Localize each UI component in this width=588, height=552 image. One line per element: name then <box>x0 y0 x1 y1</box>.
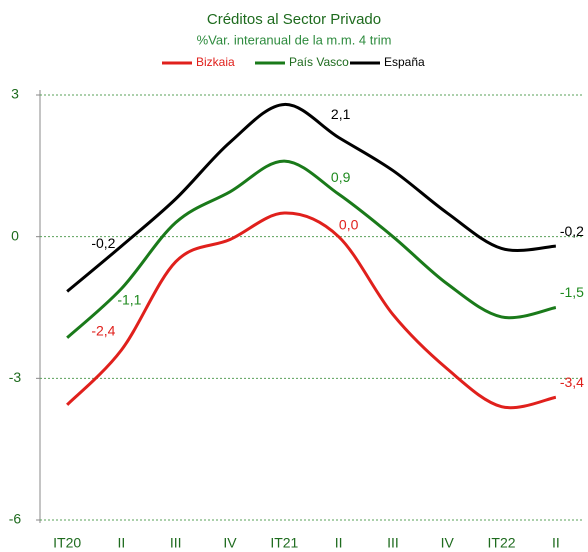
series-line <box>66 211 557 410</box>
legend-label: España <box>384 55 425 69</box>
data-label: -0,2 <box>560 223 584 239</box>
x-tick-label: IT22 <box>488 535 516 551</box>
x-tick-label: III <box>387 535 399 551</box>
legend-label: Bizkaia <box>196 55 235 69</box>
data-label: 0,9 <box>331 169 351 185</box>
data-label: 2,1 <box>331 106 351 122</box>
y-tick-label: 0 <box>11 227 19 243</box>
data-label: -3,4 <box>560 374 584 390</box>
x-tick-label: II <box>118 535 126 551</box>
x-tick-label: IT21 <box>270 535 298 551</box>
series-line <box>66 102 556 293</box>
x-tick-label: IT20 <box>53 535 81 551</box>
chart-subtitle: %Var. interanual de la m.m. 4 trim <box>197 32 392 47</box>
data-label: -1,5 <box>560 284 584 300</box>
data-label: -2,4 <box>91 323 115 339</box>
x-tick-label: II <box>552 535 560 551</box>
x-tick-label: III <box>170 535 182 551</box>
data-label: -1,1 <box>117 291 141 307</box>
x-tick-label: IV <box>441 535 455 551</box>
x-tick-label: II <box>335 535 343 551</box>
x-tick-label: IV <box>223 535 237 551</box>
chart-title: Créditos al Sector Privado <box>207 11 381 28</box>
y-tick-label: 3 <box>11 86 19 102</box>
series-line <box>66 159 557 339</box>
data-label: 0,0 <box>339 216 359 232</box>
legend-label: País Vasco <box>289 55 349 69</box>
data-label: -0,2 <box>91 235 115 251</box>
y-tick-label: -3 <box>9 369 22 385</box>
y-tick-label: -6 <box>9 511 22 527</box>
